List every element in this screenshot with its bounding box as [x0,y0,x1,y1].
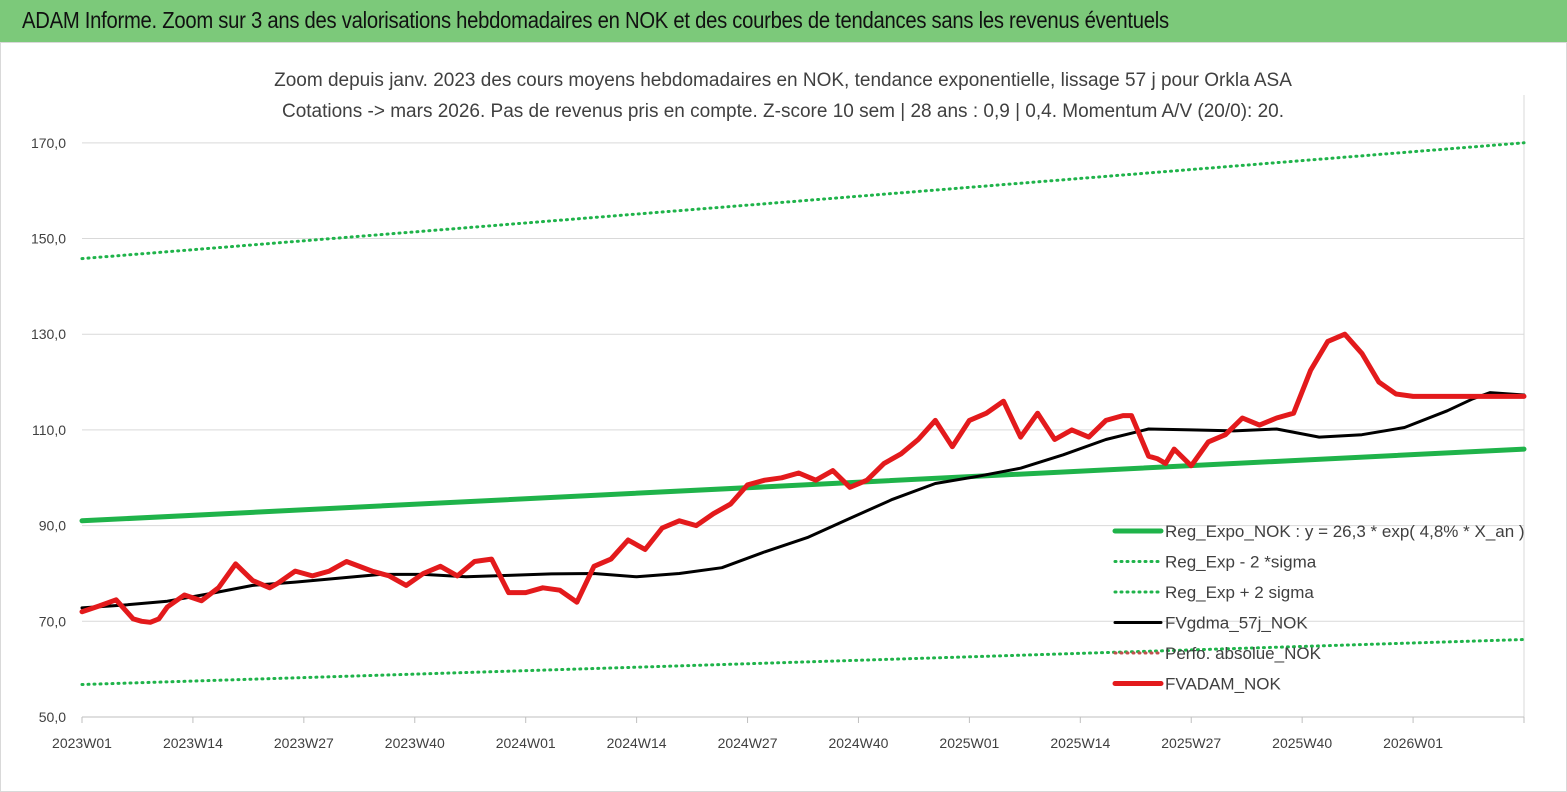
x-tick-label: 2023W40 [385,735,445,751]
x-tick-label: 2023W14 [163,735,223,751]
x-tick-label: 2024W14 [607,735,667,751]
y-tick-label: 110,0 [32,422,66,438]
y-tick-label: 150,0 [31,231,66,247]
series-line-5 [79,331,1527,625]
report-banner: ADAM Informe. Zoom sur 3 ans des valoris… [0,0,1567,42]
chart-frame: Zoom depuis janv. 2023 des cours moyens … [0,42,1567,792]
legend-label-2: Reg_Exp + 2 sigma [1165,583,1314,602]
x-tick-label: 2023W01 [52,735,112,751]
axes: 50,0 70,0 90,0 110,0 130,0 150,0 170,0 2023W01 2… [31,135,1525,751]
series-line-2 [80,141,1526,261]
legend-label-4: Perfo. absolue_NOK [1165,644,1322,663]
legend: Reg_Expo_NOK : y = 26,3 * exp( 4,8% * X_… [1112,522,1525,694]
legend-label-0: Reg_Expo_NOK : y = 26,3 * exp( 4,8% * X_… [1165,522,1525,541]
chart-subtitle: Cotations -> mars 2026. Pas de revenus p… [282,101,1284,122]
chart-title: Zoom depuis janv. 2023 des cours moyens … [274,70,1292,91]
x-tick-label: 2024W01 [496,735,556,751]
x-tick-label: 2025W01 [939,735,999,751]
series-group [79,141,1527,686]
grid [82,95,1525,718]
legend-label-5: FVADAM_NOK [1165,675,1282,694]
y-tick-label: 50,0 [39,709,66,725]
series-line-3 [80,391,1526,610]
legend-label-3: FVgdma_57j_NOK [1165,614,1308,633]
x-tick-label: 2026W01 [1383,735,1443,751]
y-tick-label: 70,0 [39,613,66,629]
series-line-1 [80,638,1526,686]
y-tick-label: 170,0 [31,135,66,151]
series-line-0 [79,446,1527,524]
y-tick-label: 90,0 [39,518,66,534]
legend-label-1: Reg_Exp - 2 *sigma [1165,553,1317,572]
x-tick-label: 2023W27 [274,735,334,751]
x-tick-label: 2025W14 [1050,735,1110,751]
y-tick-label: 130,0 [31,326,66,342]
x-tick-label: 2024W27 [718,735,778,751]
line-chart: Zoom depuis janv. 2023 des cours moyens … [31,70,1527,751]
x-tick-label: 2025W27 [1161,735,1221,751]
x-tick-label: 2024W40 [828,735,888,751]
report-title: ADAM Informe. Zoom sur 3 ans des valoris… [22,7,1169,33]
x-tick-label: 2025W40 [1272,735,1332,751]
